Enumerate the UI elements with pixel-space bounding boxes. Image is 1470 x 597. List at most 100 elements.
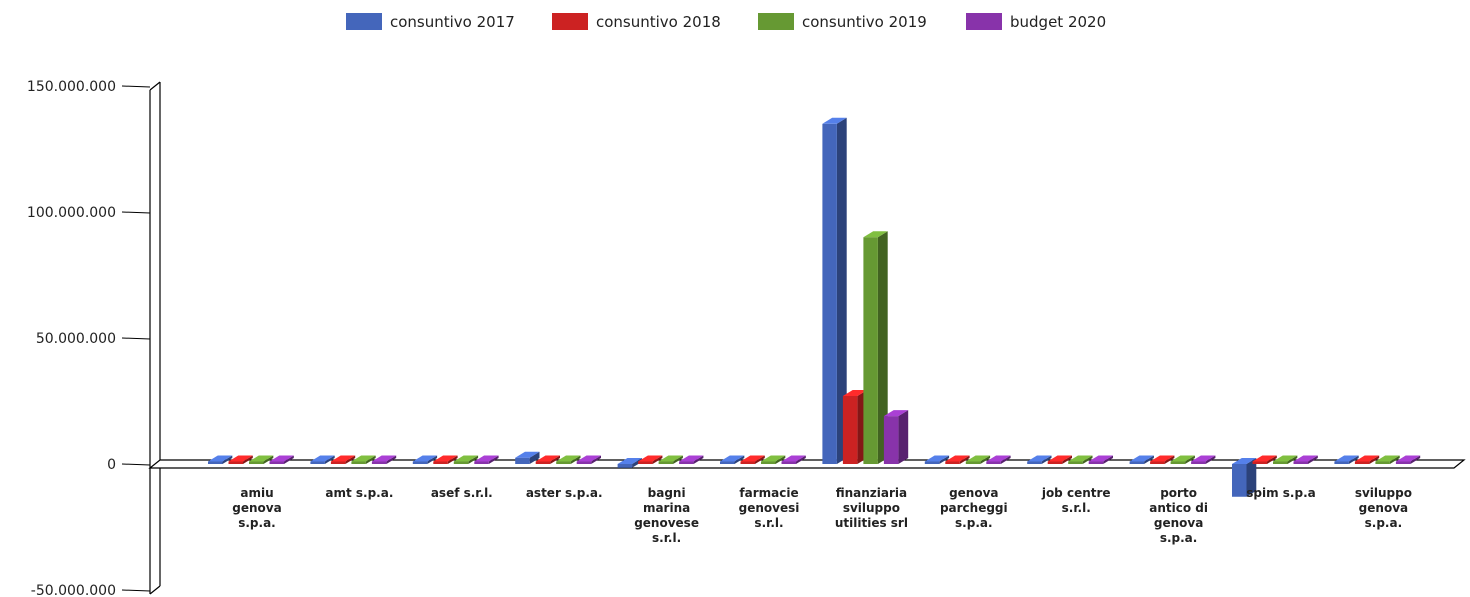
bar-12-2: [1354, 455, 1380, 464]
bar-front-1-1: [208, 461, 223, 464]
bar-top-8-4: [986, 455, 1011, 462]
bar-10-4: [1191, 455, 1216, 464]
bars: [208, 117, 1421, 497]
bar-top-9-2: [1047, 455, 1072, 462]
bar-5-4: [679, 455, 704, 464]
bar-side-1-1: [222, 455, 233, 464]
bar-7-1: [822, 117, 847, 465]
bar-side-3-2: [447, 455, 458, 464]
bar-side-8-1: [939, 455, 950, 464]
bar-5-2: [638, 455, 663, 464]
bar-top-8-3: [965, 455, 991, 462]
bar-side-2-3: [365, 455, 376, 464]
bar-9-2: [1047, 455, 1072, 464]
bar-top-11-4: [1293, 455, 1318, 462]
bar-top-4-4: [576, 455, 601, 462]
bar-side-3-1: [427, 455, 438, 464]
bar-front-1-4: [269, 461, 284, 464]
bar-side-11-1: [1246, 458, 1257, 497]
legend-swatch-1: [346, 13, 382, 30]
y-tick-label-5: 150.000.000: [27, 79, 116, 95]
bar-11-4: [1293, 455, 1318, 464]
bar-front-9-2: [1047, 461, 1063, 464]
bar-10-1: [1129, 455, 1154, 464]
bar-front-7-4: [883, 416, 899, 464]
bar-top-6-1: [720, 455, 745, 462]
bar-front-7-3: [863, 237, 878, 464]
bar-6-2: [740, 455, 765, 464]
bar-9-4: [1088, 455, 1113, 464]
bar-3-2: [433, 455, 458, 464]
bar-4-4: [576, 455, 601, 464]
bar-front-5-4: [679, 461, 694, 464]
bar-top-2-3: [351, 455, 376, 462]
bar-top-4-1: [515, 451, 540, 458]
legend-label-1: consuntivo 2017: [390, 13, 515, 31]
x-category-label-1: amiu genova s.p.a.: [232, 486, 281, 530]
bar-11-1: [1232, 458, 1257, 497]
bar-front-12-3: [1375, 461, 1390, 464]
bar-front-5-1: [617, 464, 633, 468]
bar-side-12-1: [1348, 455, 1359, 464]
bar-front-12-4: [1395, 461, 1411, 464]
bar-top-3-3: [453, 455, 479, 462]
bar-side-10-4: [1205, 455, 1216, 464]
x-category-label-10: porto antico di genova s.p.a.: [1149, 486, 1208, 545]
bar-side-10-2: [1164, 455, 1175, 464]
bar-front-4-3: [556, 461, 571, 464]
bar-top-5-2: [638, 455, 663, 462]
legend-swatch-4: [966, 13, 1002, 30]
bar-top-12-3: [1375, 455, 1400, 462]
y-tick-3: [121, 337, 151, 340]
bar-side-5-1: [632, 458, 642, 468]
bar-top-7-2: [842, 389, 868, 396]
bar-front-1-3: [249, 461, 264, 464]
bar-side-9-3: [1082, 455, 1093, 464]
bar-top-2-4: [371, 455, 397, 462]
bar-top-2-2: [330, 455, 356, 462]
bar-side-2-4: [386, 455, 397, 464]
bar-10-2: [1150, 455, 1175, 464]
x-category-label-12: sviluppo genova s.p.a.: [1355, 486, 1412, 530]
legend-label-4: budget 2020: [1010, 13, 1106, 31]
bar-side-3-4: [488, 455, 499, 464]
y-tick-label-3: 50.000.000: [36, 331, 116, 347]
bar-top-5-4: [679, 455, 704, 462]
bar-front-2-2: [330, 461, 346, 464]
bar-1-1: [208, 455, 233, 464]
bar-side-4-3: [570, 455, 581, 464]
y-tick-label-1: -50.000.000: [31, 583, 116, 597]
bar-top-3-2: [433, 455, 458, 462]
bar-front-4-4: [576, 461, 592, 464]
bar-side-6-1: [734, 455, 745, 464]
bar-top-7-3: [863, 231, 888, 238]
bar-3-1: [412, 455, 438, 464]
bar-top-11-2: [1252, 455, 1277, 462]
bar-8-3: [965, 455, 991, 464]
bar-side-7-4: [898, 410, 909, 464]
bar-side-5-3: [673, 455, 683, 464]
bar-front-3-2: [433, 461, 448, 464]
bar-top-12-2: [1354, 455, 1380, 462]
bar-front-8-2: [945, 461, 960, 464]
bar-9-3: [1068, 455, 1093, 464]
bar-front-4-2: [535, 461, 551, 464]
bar-2-4: [371, 455, 397, 464]
bar-side-7-3: [877, 231, 888, 464]
bar-top-1-3: [249, 455, 274, 462]
bar-front-3-3: [453, 461, 469, 464]
bar-top-10-3: [1170, 455, 1195, 462]
bar-side-4-4: [591, 455, 601, 464]
bar-front-3-4: [474, 461, 489, 464]
x-category-label-4: aster s.p.a.: [526, 486, 603, 500]
bar-4-1: [515, 451, 540, 464]
bar-12-4: [1395, 455, 1421, 464]
legend-label-3: consuntivo 2019: [802, 13, 927, 31]
bar-12-3: [1375, 455, 1400, 464]
bar-front-7-2: [842, 395, 858, 464]
x-category-label-7: finanziaria sviluppo utilities srl: [835, 486, 908, 530]
bar-side-11-2: [1267, 455, 1277, 464]
x-category-label-9: job centre s.r.l.: [1041, 486, 1111, 515]
bar-top-1-4: [269, 455, 294, 462]
bar-front-11-1: [1232, 464, 1247, 497]
